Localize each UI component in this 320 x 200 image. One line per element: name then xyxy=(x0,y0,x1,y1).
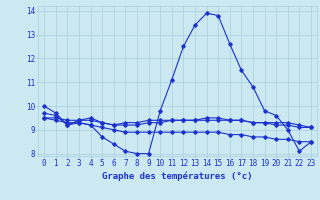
X-axis label: Graphe des températures (°c): Graphe des températures (°c) xyxy=(102,171,253,181)
